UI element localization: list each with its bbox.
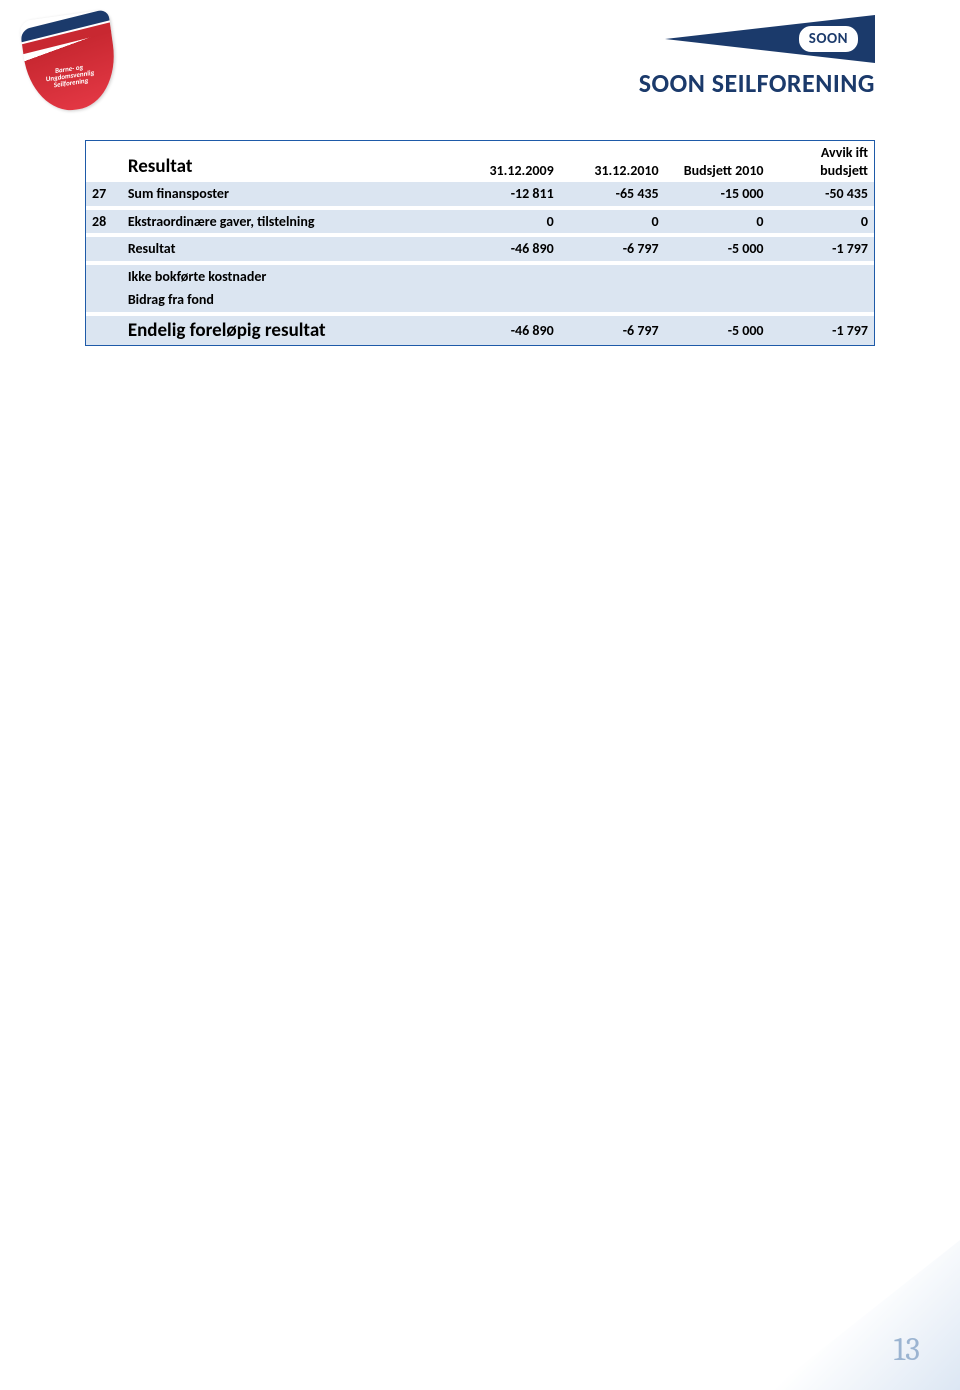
r27-v2: -65 435: [560, 182, 665, 206]
r27-label: Sum finansposter: [122, 182, 455, 206]
row-28: 28 Ekstraordinære gaver, tilstelning 0 0…: [86, 210, 875, 234]
result-table: Resultat 31.12.2009 31.12.2010 Budsjett …: [85, 140, 875, 346]
row-endelig-resultat: Endelig foreløpig resultat -46 890 -6 79…: [86, 316, 875, 346]
row-resultat: Resultat -46 890 -6 797 -5 000 -1 797: [86, 237, 875, 261]
logo-right: SOON SOON SEILFORENING: [639, 15, 875, 99]
brand-name: SOON SEILFORENING: [639, 67, 875, 99]
page-header: Barne- og Ungdomsvennlig Seilforening SO…: [0, 0, 960, 130]
res-v2: -6 797: [560, 237, 665, 261]
content-area: Resultat 31.12.2009 31.12.2010 Budsjett …: [0, 130, 960, 346]
r28-v4: 0: [770, 210, 875, 234]
pennant-flag-icon: SOON: [665, 15, 875, 63]
col-header-2009: 31.12.2009: [455, 141, 560, 183]
bidrag-label: Bidrag fra fond: [122, 288, 455, 312]
r27-v4: -50 435: [770, 182, 875, 206]
r27-v1: -12 811: [455, 182, 560, 206]
col-header-budsjett: Budsjett 2010: [665, 141, 770, 183]
res-v1: -46 890: [455, 237, 560, 261]
final-v4: -1 797: [770, 316, 875, 346]
col-header-avvik: Avvik ift budsjett: [770, 141, 875, 183]
row-ikke-bokforte: Ikke bokførte kostnader: [86, 265, 875, 289]
r27-idx: 27: [86, 182, 122, 206]
corner-decoration: [770, 1240, 960, 1390]
r27-v3: -15 000: [665, 182, 770, 206]
col-header-avvik-l2: budsjett: [820, 162, 868, 179]
col-header-2010: 31.12.2010: [560, 141, 665, 183]
row-bidrag-fond: Bidrag fra fond: [86, 288, 875, 312]
r28-v2: 0: [560, 210, 665, 234]
header-title: Resultat: [128, 155, 193, 178]
table-header-row: Resultat 31.12.2009 31.12.2010 Budsjett …: [86, 141, 875, 183]
ikke-label: Ikke bokførte kostnader: [122, 265, 455, 289]
pennant-row: SOON: [639, 15, 875, 63]
logo-left-shield: Barne- og Ungdomsvennlig Seilforening: [25, 15, 135, 115]
res-label: Resultat: [122, 237, 455, 261]
header-blank: [86, 141, 122, 183]
pennant-badge: SOON: [797, 24, 860, 54]
res-v4: -1 797: [770, 237, 875, 261]
final-v3: -5 000: [665, 316, 770, 346]
res-v3: -5 000: [665, 237, 770, 261]
page-number: 13: [894, 1331, 920, 1368]
final-v1: -46 890: [455, 316, 560, 346]
res-idx: [86, 237, 122, 261]
r28-label: Ekstraordinære gaver, tilstelning: [122, 210, 455, 234]
final-v2: -6 797: [560, 316, 665, 346]
r28-v1: 0: [455, 210, 560, 234]
r28-v3: 0: [665, 210, 770, 234]
r28-idx: 28: [86, 210, 122, 234]
row-27: 27 Sum finansposter -12 811 -65 435 -15 …: [86, 182, 875, 206]
final-label: Endelig foreløpig resultat: [128, 319, 326, 342]
col-header-avvik-l1: Avvik ift: [821, 144, 868, 161]
shield-icon: [19, 9, 121, 116]
